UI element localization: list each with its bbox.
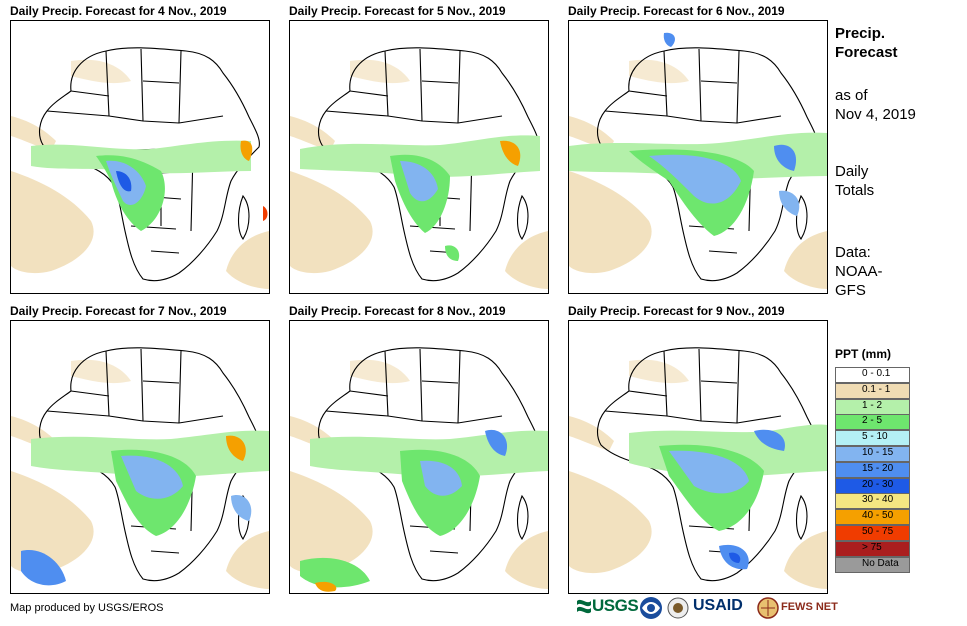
legend-item: 15 - 20 bbox=[835, 461, 910, 478]
forecast-panel: Daily Precip. Forecast for 4 Nov., 2019 bbox=[10, 4, 270, 294]
usgs-logo-text: USGS bbox=[592, 596, 639, 615]
rain-band bbox=[31, 140, 268, 231]
data-source-line-3: GFS bbox=[835, 282, 866, 299]
usaid-logo-text: USAID bbox=[693, 597, 743, 614]
forecast-panel: Daily Precip. Forecast for 5 Nov., 2019 bbox=[289, 4, 549, 294]
doi-seal-icon bbox=[667, 597, 689, 619]
as-of-date: Nov 4, 2019 bbox=[835, 106, 916, 123]
precip-map bbox=[568, 320, 828, 594]
legend-swatch bbox=[835, 477, 910, 494]
legend-item: 30 - 40 bbox=[835, 492, 910, 510]
legend-title: PPT (mm) bbox=[835, 347, 892, 361]
usaid-logo: USAID bbox=[693, 594, 757, 622]
legend-swatch bbox=[835, 367, 910, 383]
rain-band bbox=[629, 424, 827, 570]
fews-net-logo: FEWS NET bbox=[757, 594, 839, 622]
legend-item: 5 - 10 bbox=[835, 429, 910, 447]
precip-map bbox=[10, 20, 270, 294]
legend-swatch bbox=[835, 556, 910, 573]
africa-precip-map bbox=[569, 21, 827, 293]
legend-label: 5 - 10 bbox=[862, 431, 888, 443]
rain-band bbox=[300, 135, 540, 261]
forecast-panel: Daily Precip. Forecast for 9 Nov., 2019 bbox=[568, 304, 828, 594]
legend-item: 2 - 5 bbox=[835, 413, 910, 431]
legend-label: 20 - 30 bbox=[862, 478, 894, 490]
side-heading-line-2: Forecast bbox=[835, 44, 898, 61]
usgs-logo: USGS bbox=[577, 594, 639, 622]
legend-item: > 75 bbox=[835, 540, 910, 557]
africa-precip-map bbox=[569, 321, 827, 593]
legend-swatch bbox=[835, 430, 910, 447]
precip-map bbox=[289, 20, 549, 294]
legend-label: 50 - 75 bbox=[862, 526, 894, 537]
precip-map bbox=[568, 20, 828, 294]
legend-swatch bbox=[835, 540, 910, 557]
legend-label: 40 - 50 bbox=[862, 510, 894, 522]
forecast-panel: Daily Precip. Forecast for 8 Nov., 2019 bbox=[289, 304, 549, 594]
africa-precip-map bbox=[290, 321, 548, 593]
legend-label: No Data bbox=[862, 557, 899, 569]
side-heading-line-1: Precip. bbox=[835, 25, 886, 42]
as-of-label: as of bbox=[835, 87, 868, 104]
panel-title: Daily Precip. Forecast for 7 Nov., 2019 bbox=[10, 304, 227, 318]
africa-precip-map bbox=[11, 21, 269, 293]
panel-title: Daily Precip. Forecast for 6 Nov., 2019 bbox=[568, 4, 785, 18]
panel-title: Daily Precip. Forecast for 4 Nov., 2019 bbox=[10, 4, 227, 18]
data-source-line-1: Data: bbox=[835, 244, 871, 261]
fews-net-logo-text: FEWS NET bbox=[781, 601, 838, 613]
rain-band bbox=[300, 429, 548, 592]
legend-item: 0 - 0.1 bbox=[835, 366, 910, 383]
legend-swatch bbox=[835, 382, 910, 399]
legend-label: 10 - 15 bbox=[862, 447, 894, 458]
totals-line-1: Daily bbox=[835, 163, 869, 180]
legend-item: 20 - 30 bbox=[835, 477, 910, 494]
partner-logos: USGS USAID FEWS NET bbox=[577, 594, 839, 622]
legend-label: 2 - 5 bbox=[862, 415, 883, 427]
legend-label: 30 - 40 bbox=[862, 494, 894, 506]
legend-item: 10 - 15 bbox=[835, 445, 910, 462]
data-source-line-2: NOAA- bbox=[835, 263, 883, 280]
credit-text: Map produced by USGS/EROS bbox=[10, 602, 164, 614]
rain-band bbox=[21, 430, 269, 586]
panel-title: Daily Precip. Forecast for 9 Nov., 2019 bbox=[568, 304, 785, 318]
precip-map bbox=[289, 320, 549, 594]
legend-item: 50 - 75 bbox=[835, 524, 910, 541]
legend-swatch bbox=[835, 446, 910, 462]
africa-precip-map bbox=[11, 321, 269, 593]
panel-title: Daily Precip. Forecast for 5 Nov., 2019 bbox=[289, 4, 506, 18]
legend-label: 15 - 20 bbox=[862, 462, 894, 474]
forecast-panel: Daily Precip. Forecast for 6 Nov., 2019 bbox=[568, 4, 828, 294]
fews-globe-icon bbox=[757, 597, 779, 619]
totals-line-2: Totals bbox=[835, 182, 875, 199]
noaa-logo-icon bbox=[640, 597, 662, 619]
africa-precip-map bbox=[290, 21, 548, 293]
panel-title: Daily Precip. Forecast for 8 Nov., 2019 bbox=[289, 304, 506, 318]
legend-label: 1 - 2 bbox=[862, 399, 883, 411]
legend-item: 1 - 2 bbox=[835, 398, 910, 415]
legend-label: 0 - 0.1 bbox=[862, 368, 891, 379]
usgs-emblem-icon bbox=[577, 599, 591, 614]
precip-map bbox=[10, 320, 270, 594]
legend-swatch bbox=[835, 493, 910, 510]
legend-swatch bbox=[835, 398, 910, 415]
legend-swatch bbox=[835, 461, 910, 478]
legend-label: > 75 bbox=[862, 541, 882, 553]
rain-band bbox=[569, 32, 827, 236]
legend-item: 0.1 - 1 bbox=[835, 382, 910, 399]
forecast-panel: Daily Precip. Forecast for 7 Nov., 2019 bbox=[10, 304, 270, 594]
legend-item: No Data bbox=[835, 556, 910, 573]
legend-swatch bbox=[835, 525, 910, 541]
legend-label: 0.1 - 1 bbox=[862, 383, 891, 395]
legend-swatch bbox=[835, 414, 910, 431]
legend-item: 40 - 50 bbox=[835, 508, 910, 526]
legend-swatch bbox=[835, 509, 910, 526]
